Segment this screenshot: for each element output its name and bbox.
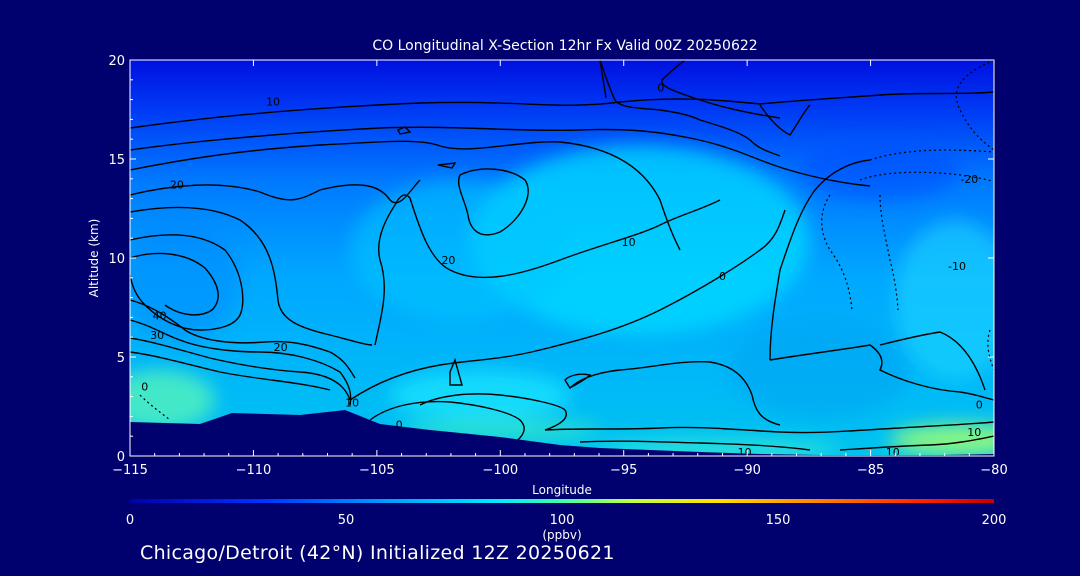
contour-label: 20 <box>274 341 288 354</box>
colorbar-tick-label: 200 <box>982 513 1007 528</box>
contour-label: 20 <box>170 179 184 192</box>
contour-label: 10 <box>345 397 359 410</box>
colorbar-tick-label: 0 <box>126 513 134 528</box>
footer-caption: Chicago/Detroit (42°N) Initialized 12Z 2… <box>140 542 615 564</box>
contour-label: -10 <box>948 260 966 273</box>
contour-label: 0 <box>976 399 983 412</box>
contour-label: 0 <box>657 82 664 95</box>
colorbar-label: (ppbv) <box>542 528 581 542</box>
contour-lines <box>130 60 994 451</box>
y-tick-label: 5 <box>117 351 125 366</box>
concentration-field <box>130 60 994 456</box>
y-axis-label: Altitude (km) <box>87 219 101 298</box>
contour-label: 10 <box>622 236 636 249</box>
colorbar-tick-label: 100 <box>550 513 575 528</box>
contour-label: 0 <box>141 381 148 394</box>
y-tick-label: 15 <box>108 153 125 168</box>
y-tick-label: 0 <box>117 450 125 465</box>
x-tick-label: −95 <box>610 463 637 478</box>
y-tick-label: 10 <box>108 252 125 267</box>
terrain-mask <box>130 410 994 456</box>
x-axis-label: Longitude <box>532 483 592 497</box>
x-tick-label: −100 <box>482 463 518 478</box>
x-tick-label: −85 <box>857 463 884 478</box>
contour-label: 10 <box>738 446 752 459</box>
x-tick-label: −110 <box>236 463 272 478</box>
contour-label: 10 <box>266 96 280 109</box>
y-axis: 0 5 10 15 20 <box>108 54 994 465</box>
colorbar-tick-label: 50 <box>338 513 355 528</box>
y-tick-label: 20 <box>108 54 125 69</box>
contour-label: 40 <box>153 309 167 322</box>
x-tick-label: −115 <box>112 463 148 478</box>
x-tick-label: −80 <box>980 463 1007 478</box>
contour-label: 10 <box>967 426 981 439</box>
colorbar <box>130 499 994 503</box>
contour-label: 0 <box>396 418 403 431</box>
contour-label: 20 <box>441 254 455 267</box>
contour-label: 0 <box>719 270 726 283</box>
contour-label: 30 <box>150 329 164 342</box>
x-tick-label: −105 <box>359 463 395 478</box>
colorbar-tick-label: 150 <box>766 513 791 528</box>
contour-label: -20 <box>960 173 978 186</box>
chart-title: CO Longitudinal X-Section 12hr Fx Valid … <box>372 38 757 54</box>
x-tick-label: −90 <box>733 463 760 478</box>
contour-label: 10 <box>886 446 900 459</box>
negative-contours <box>139 60 994 421</box>
x-axis: −115 −110 −105 −100 −95 −90 −85 −80 <box>112 60 1008 478</box>
colorbar-ticks: 0 50 100 150 200 <box>126 513 1007 528</box>
